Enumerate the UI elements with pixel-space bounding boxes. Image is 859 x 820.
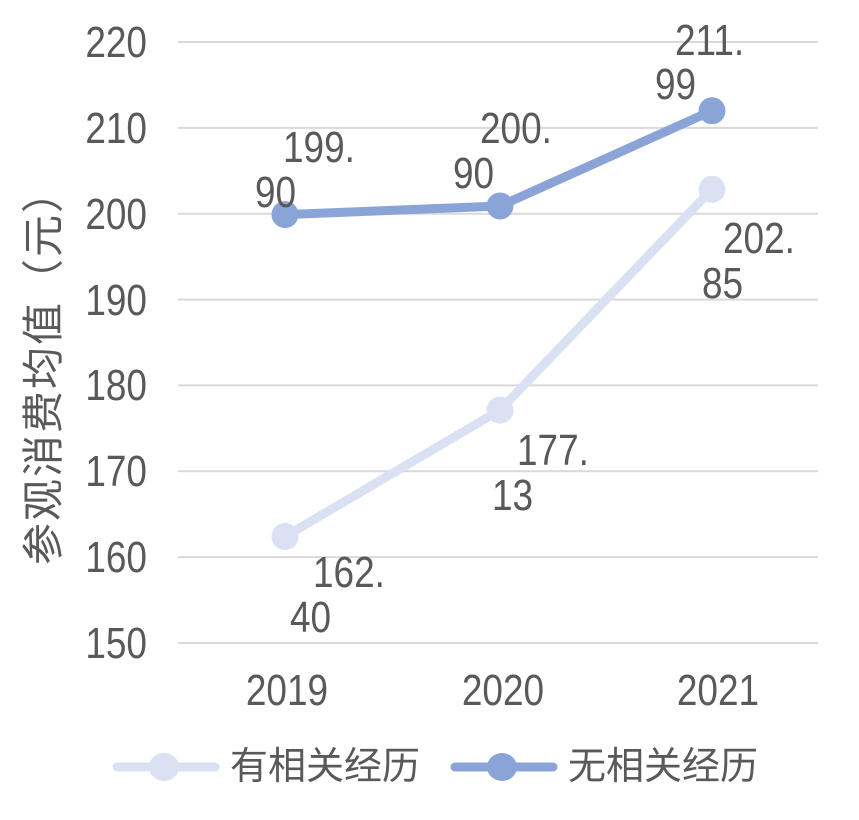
- y-tick-label: 210: [85, 103, 147, 153]
- data-label: 200.: [480, 104, 552, 153]
- data-label: 99: [655, 60, 697, 109]
- legend-label-with-experience: 有相关经历: [230, 746, 421, 788]
- data-label: 13: [492, 471, 534, 520]
- legend-marker-dark: [450, 753, 558, 781]
- y-tick-label: 190: [85, 275, 147, 325]
- y-tick-label: 160: [85, 533, 147, 583]
- data-label: 177.: [517, 426, 589, 475]
- y-tick-label: 150: [85, 619, 147, 668]
- x-tick-label: 2021: [676, 666, 760, 715]
- data-label: 90: [255, 168, 297, 217]
- data-point-marker: [698, 175, 726, 203]
- data-label: 199.: [283, 123, 355, 172]
- data-label: 211.: [675, 16, 745, 65]
- x-tick-label: 2020: [461, 666, 545, 715]
- y-tick-label: 220: [85, 18, 147, 67]
- legend-label-no-experience: 无相关经历: [568, 746, 759, 788]
- x-tick-label: 2019: [245, 666, 329, 715]
- data-point-marker: [698, 97, 726, 125]
- data-point-marker: [271, 523, 299, 551]
- data-point-marker: [486, 396, 514, 424]
- y-tick-label: 170: [85, 447, 147, 497]
- data-label: 90: [453, 149, 495, 198]
- y-tick-label: 200: [85, 189, 147, 239]
- legend-item-no-experience: 无相关经历: [450, 745, 758, 789]
- data-label: 202.: [723, 214, 795, 263]
- data-point-marker: [486, 192, 514, 220]
- data-label: 162.: [313, 548, 385, 597]
- data-point-marker: [271, 201, 299, 229]
- legend-marker-light: [112, 753, 220, 781]
- data-label: 85: [702, 259, 744, 308]
- y-axis-title: 参观消费均值（元）: [20, 169, 67, 566]
- data-label: 40: [290, 593, 332, 642]
- y-tick-label: 180: [85, 361, 147, 411]
- legend-item-with-experience: 有相关经历: [112, 745, 420, 789]
